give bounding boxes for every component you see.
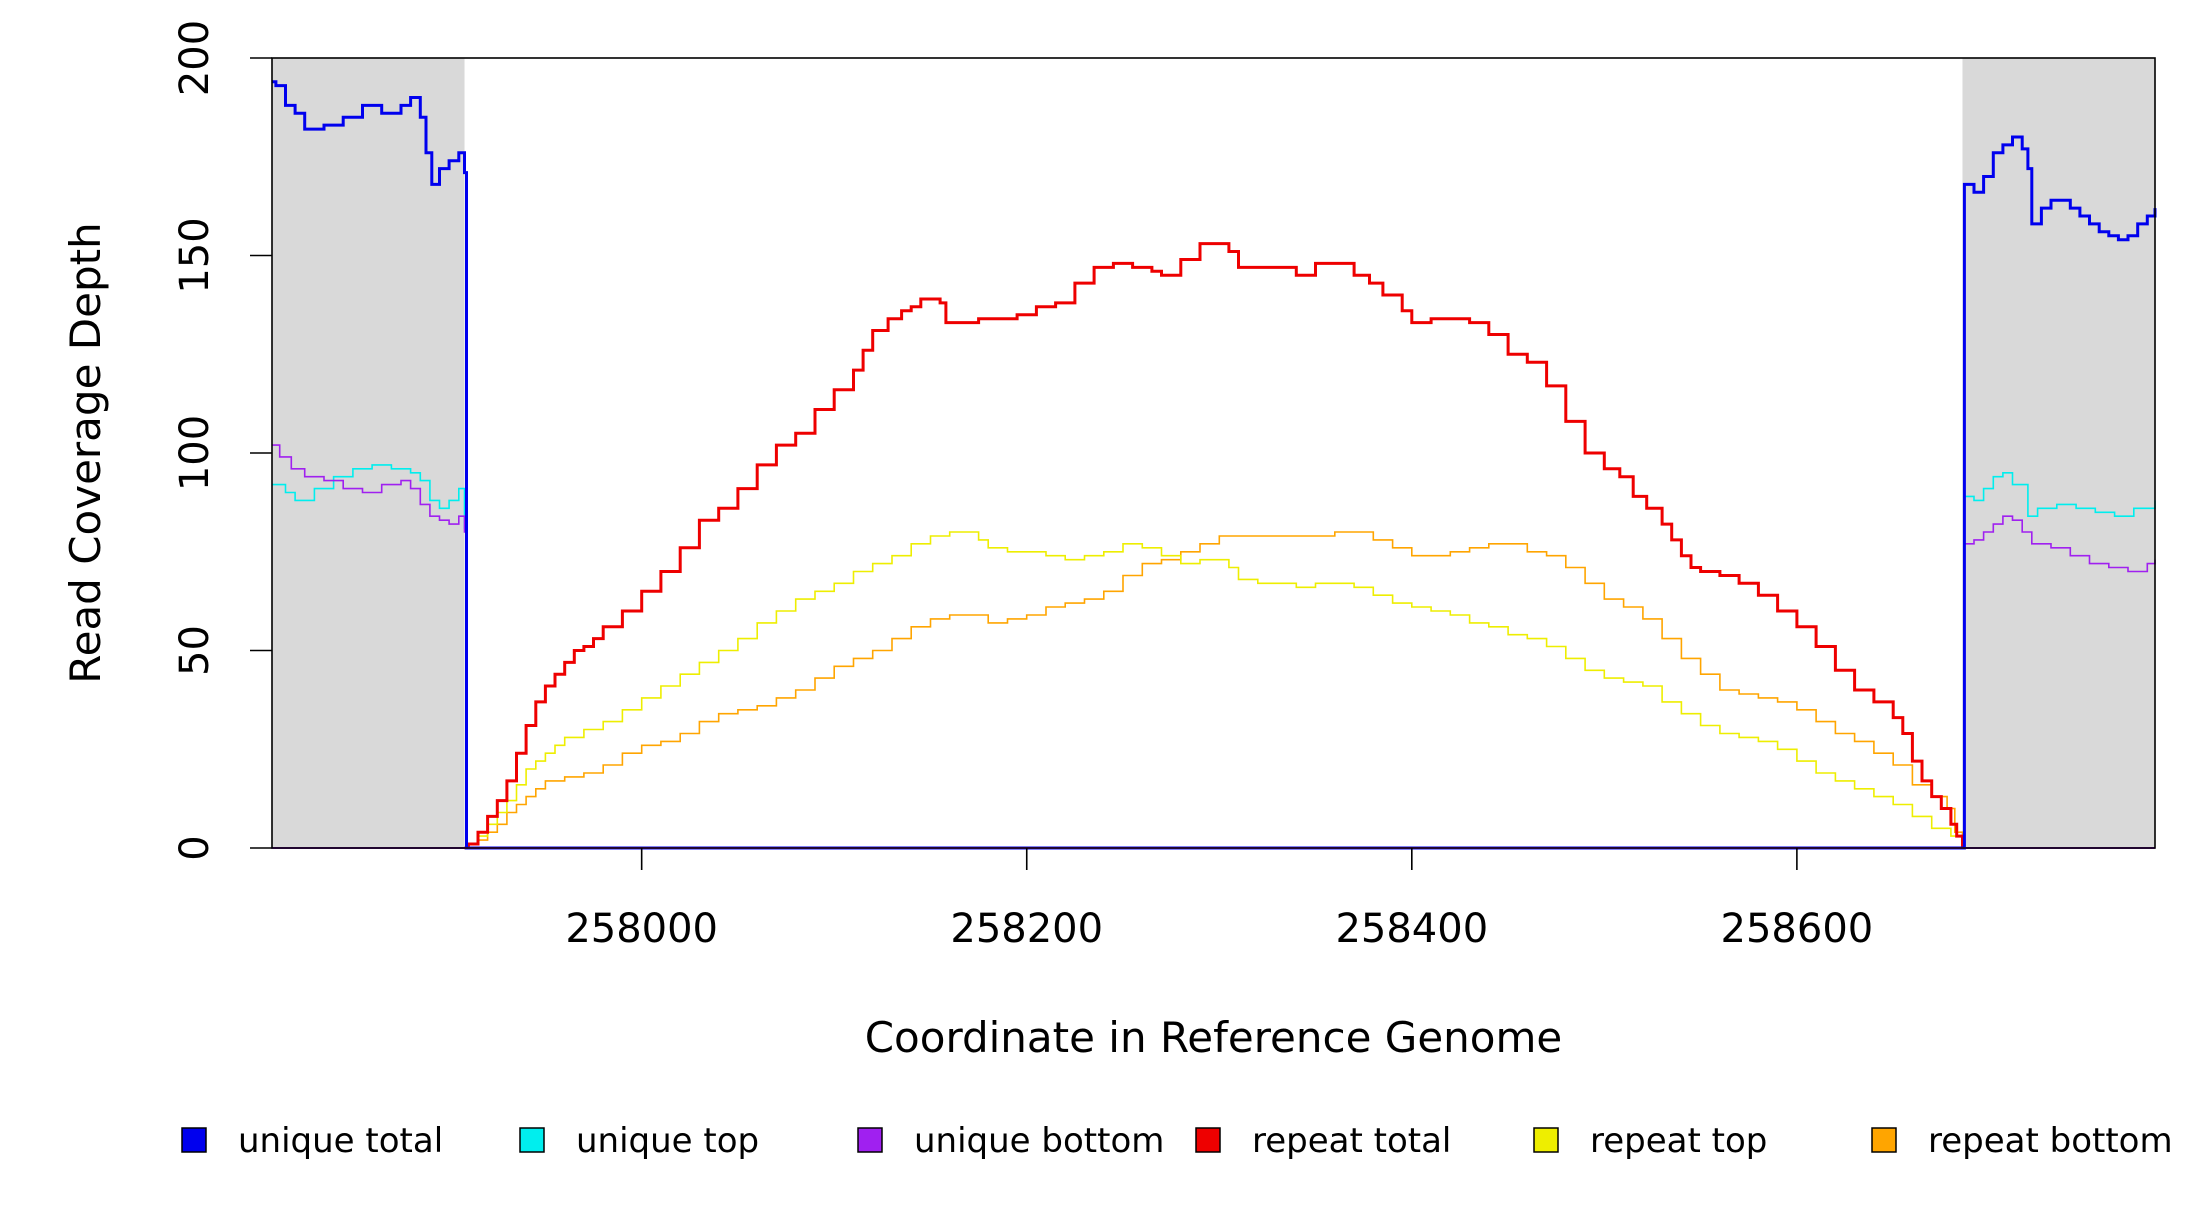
y-tick-label: 0 [172, 835, 218, 860]
legend-label-repeat-total: repeat total [1252, 1121, 1451, 1161]
series-line-repeat-total [464, 242, 1964, 850]
x-tick-label: 258600 [1721, 906, 1874, 952]
legend-swatch-unique-bottom [857, 1127, 883, 1153]
legend-label-unique-total: unique total [238, 1121, 443, 1161]
legend-swatch-unique-total [181, 1127, 207, 1153]
legend-swatch-repeat-total [1195, 1127, 1221, 1153]
x-axis-title: Coordinate in Reference Genome [865, 1013, 1563, 1062]
legend-label-unique-top: unique top [576, 1121, 759, 1161]
x-tick-label: 258000 [565, 906, 718, 952]
axes: 0 50 100 150 200 258000 258200 258400 258600 [172, 20, 1873, 952]
legend-swatch-repeat-bottom [1871, 1127, 1897, 1153]
series-line-repeat-bottom [464, 531, 1964, 849]
y-tick-label: 100 [172, 415, 218, 491]
legend-swatch-unique-top [519, 1127, 545, 1153]
shaded-regions [272, 58, 2155, 848]
y-tick-label: 150 [172, 217, 218, 293]
x-tick-label: 258400 [1335, 906, 1488, 952]
y-tick-label: 50 [172, 625, 218, 676]
legend-swatch-repeat-top [1533, 1127, 1559, 1153]
shaded-region-1 [272, 58, 465, 848]
y-tick-label: 200 [172, 20, 218, 96]
legend-label-repeat-bottom: repeat bottom [1928, 1121, 2173, 1161]
series-line-unique-total [272, 80, 2157, 850]
legend-label-unique-bottom: unique bottom [914, 1121, 1164, 1161]
y-axis-title: Read Coverage Depth [61, 222, 110, 683]
legend: unique total unique top unique bottom repea… [181, 1121, 2173, 1161]
shaded-region-2 [1962, 58, 2155, 848]
x-tick-label: 258200 [950, 906, 1103, 952]
legend-label-repeat-top: repeat top [1590, 1121, 1767, 1161]
series-line-repeat-top [464, 531, 1964, 849]
